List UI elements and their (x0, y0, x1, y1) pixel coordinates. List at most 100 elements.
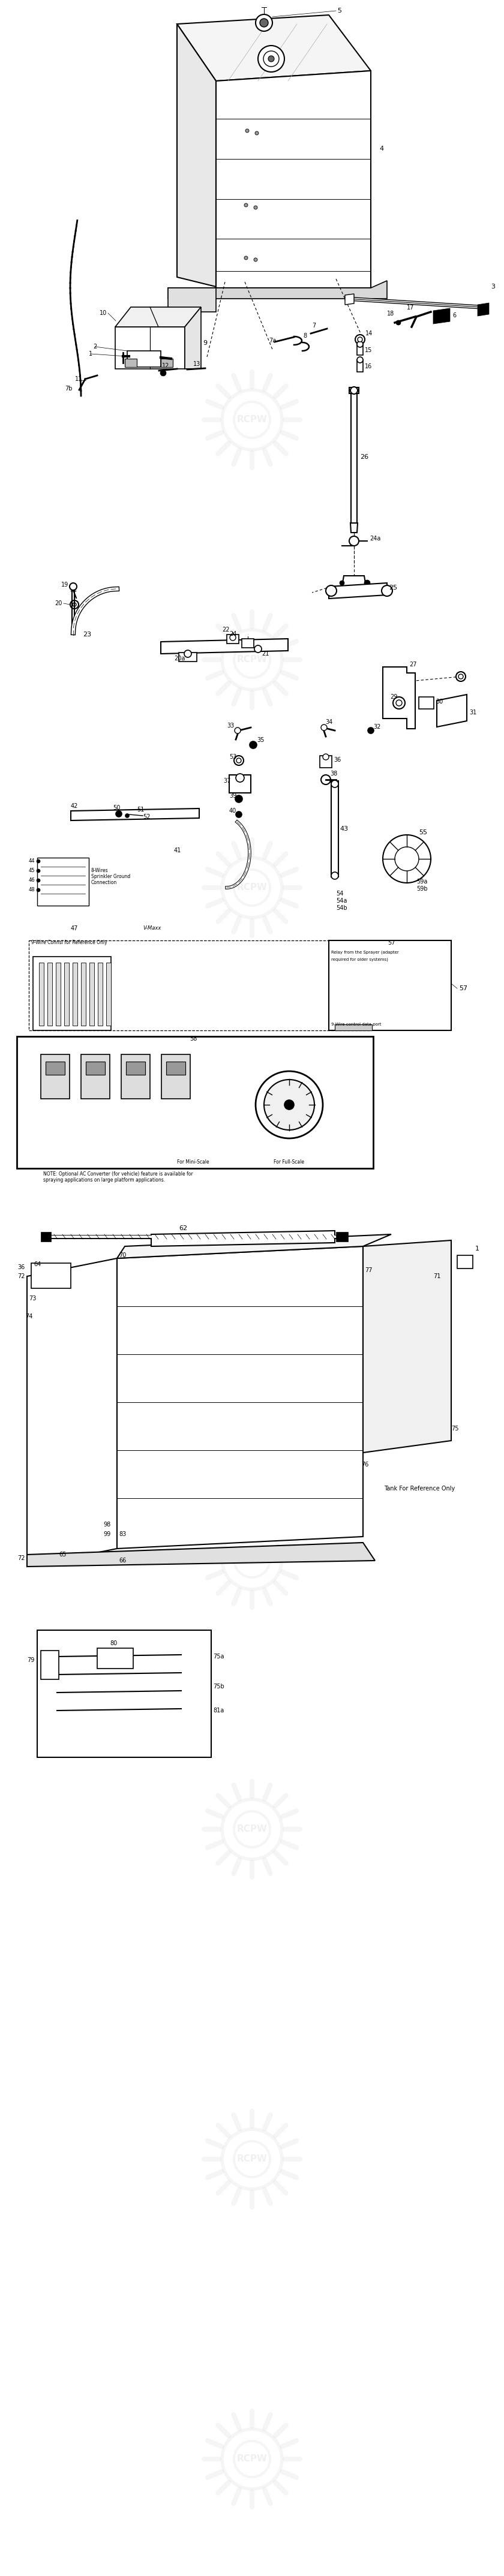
Text: 73: 73 (29, 1296, 36, 1301)
Circle shape (70, 600, 79, 608)
Text: 34: 34 (325, 719, 333, 724)
Polygon shape (151, 1231, 335, 1247)
Polygon shape (27, 1543, 375, 1566)
Polygon shape (478, 304, 489, 317)
Circle shape (357, 358, 363, 363)
Text: 75b: 75b (213, 1685, 224, 1690)
Circle shape (73, 603, 76, 605)
Text: 36: 36 (334, 757, 341, 762)
Text: 18: 18 (387, 312, 394, 317)
Polygon shape (89, 963, 94, 1025)
Text: 37: 37 (223, 778, 231, 783)
Polygon shape (177, 15, 371, 80)
Text: 16: 16 (365, 363, 372, 368)
Polygon shape (41, 1651, 59, 1680)
Text: 50: 50 (113, 804, 120, 811)
Text: 23: 23 (83, 631, 91, 636)
Polygon shape (56, 963, 60, 1025)
Polygon shape (161, 1054, 190, 1100)
Polygon shape (336, 1231, 348, 1242)
Text: required for older systems): required for older systems) (331, 958, 388, 961)
Polygon shape (357, 361, 363, 371)
Text: 27: 27 (409, 662, 417, 667)
Polygon shape (329, 940, 451, 1030)
Text: 98: 98 (103, 1522, 110, 1528)
Polygon shape (106, 963, 111, 1025)
Text: 20a: 20a (174, 654, 185, 662)
Circle shape (236, 811, 242, 817)
Circle shape (234, 726, 240, 734)
Text: spraying applications on large platform applications.: spraying applications on large platform … (43, 1177, 165, 1182)
Polygon shape (39, 963, 44, 1025)
Text: 31: 31 (469, 708, 477, 716)
Text: 35: 35 (257, 737, 264, 742)
Polygon shape (126, 1061, 145, 1074)
Circle shape (37, 878, 40, 881)
Polygon shape (98, 963, 103, 1025)
Text: 83: 83 (119, 1530, 126, 1538)
Circle shape (383, 835, 431, 884)
Circle shape (254, 206, 258, 209)
Polygon shape (73, 963, 78, 1025)
Circle shape (255, 647, 262, 652)
Polygon shape (227, 634, 239, 644)
Polygon shape (335, 1025, 372, 1030)
Text: 72: 72 (18, 1556, 25, 1561)
Polygon shape (351, 389, 357, 526)
Circle shape (249, 742, 257, 750)
Text: 54a: 54a (336, 899, 347, 904)
Text: For Full-Scale: For Full-Scale (274, 1159, 304, 1164)
Text: 6: 6 (453, 312, 456, 319)
Text: 7a: 7a (269, 337, 276, 343)
Circle shape (264, 1079, 314, 1131)
Text: 9: 9 (203, 340, 207, 345)
Text: 24: 24 (229, 631, 236, 636)
Text: 10: 10 (99, 309, 107, 317)
Polygon shape (47, 963, 52, 1025)
Text: 45: 45 (29, 868, 35, 873)
Text: 64: 64 (34, 1262, 41, 1267)
Text: 21: 21 (262, 652, 269, 657)
Circle shape (254, 258, 258, 263)
Text: 77: 77 (365, 1267, 372, 1273)
Text: 99: 99 (103, 1530, 110, 1538)
Text: RCPW: RCPW (237, 2154, 267, 2164)
Text: Relay from the Sprayer (adapter: Relay from the Sprayer (adapter (331, 951, 399, 953)
Polygon shape (350, 523, 358, 533)
Polygon shape (41, 1231, 51, 1242)
Text: 7b: 7b (65, 386, 72, 392)
Text: 5: 5 (337, 8, 341, 13)
Text: 1: 1 (475, 1247, 479, 1252)
Text: 70: 70 (119, 1252, 126, 1257)
Circle shape (264, 52, 279, 67)
Circle shape (331, 873, 338, 878)
Polygon shape (242, 639, 254, 647)
Polygon shape (229, 775, 251, 793)
Text: 59b: 59b (416, 886, 427, 891)
Circle shape (340, 580, 344, 585)
Polygon shape (185, 307, 201, 368)
Text: RCPW: RCPW (237, 1824, 267, 1834)
Polygon shape (115, 327, 185, 368)
Text: 17: 17 (407, 304, 414, 312)
Polygon shape (216, 70, 371, 289)
Polygon shape (320, 755, 332, 768)
Text: 8-Wires: 8-Wires (91, 868, 108, 873)
Circle shape (244, 255, 248, 260)
Text: 39: 39 (229, 793, 236, 799)
Circle shape (260, 18, 268, 26)
Circle shape (459, 675, 463, 680)
Text: 75a: 75a (213, 1654, 224, 1659)
Text: 4: 4 (379, 147, 384, 152)
Polygon shape (117, 1234, 391, 1257)
Text: 36: 36 (18, 1265, 25, 1270)
Text: 22: 22 (222, 626, 229, 634)
Text: 81a: 81a (213, 1708, 224, 1713)
Text: 20: 20 (55, 600, 62, 605)
Text: RCPW: RCPW (237, 2455, 267, 2463)
Text: RCPW: RCPW (237, 144, 267, 155)
Circle shape (368, 726, 374, 734)
Text: 25: 25 (389, 585, 397, 590)
Circle shape (230, 634, 236, 641)
Circle shape (358, 337, 362, 343)
